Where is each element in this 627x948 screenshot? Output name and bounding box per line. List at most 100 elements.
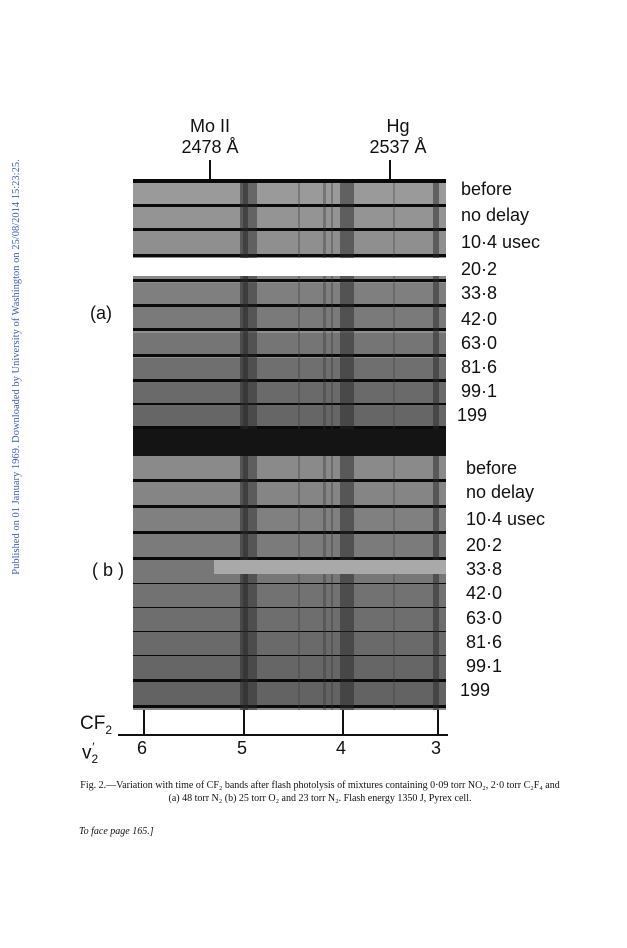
strip-divider	[133, 279, 446, 282]
v-text: v	[82, 742, 92, 764]
strip-divider	[133, 505, 446, 508]
mo-ii-element: Mo II	[189, 116, 230, 136]
spectrum-strip	[133, 508, 446, 531]
hg-element: Hg	[386, 116, 410, 136]
delay-label: 99·1	[466, 656, 503, 676]
mo-ii-marker-line	[209, 160, 211, 182]
delay-label: 63·0	[466, 608, 503, 628]
strip-divider	[133, 531, 446, 534]
spectrum-strip	[133, 632, 446, 655]
panel-a-label: (a)	[90, 303, 112, 323]
axis-tick	[143, 710, 145, 736]
spectrum-strip	[133, 382, 446, 403]
delay-label: 33·8	[461, 283, 498, 303]
strip-divider	[133, 254, 446, 257]
delay-label: 81·6	[466, 632, 503, 652]
spectral-line	[323, 183, 326, 429]
delay-label: before	[466, 458, 518, 478]
v2-axis-title: v2′	[82, 736, 100, 770]
spectral-line	[298, 456, 300, 710]
strip-divider	[133, 705, 446, 708]
spectral-line	[331, 456, 333, 710]
spectrum-strip	[133, 183, 446, 204]
delay-label: 99·1	[461, 381, 498, 401]
strip-divider	[133, 479, 446, 482]
strip-divider	[133, 679, 446, 682]
cf2-axis-title: CF2	[80, 713, 112, 741]
v-subscript: 2	[91, 752, 99, 767]
page-footer: To face page 165.]	[79, 826, 154, 837]
strip-divider	[133, 379, 446, 382]
strip-divider	[133, 557, 446, 560]
delay-label: no delay	[461, 205, 530, 225]
axis-tick	[437, 710, 439, 736]
overlay-bar	[214, 560, 446, 574]
delay-label: 20·2	[461, 259, 498, 279]
axis-tick	[342, 710, 344, 736]
delay-label: 63·0	[461, 333, 498, 353]
spectral-line	[243, 456, 257, 710]
spectrum-strip	[133, 656, 446, 679]
spectral-line	[433, 456, 439, 710]
figure-caption: Fig. 2.—Variation with time of CF₂ bands…	[80, 780, 560, 804]
axis-tick-label: 4	[336, 738, 347, 758]
delay-label: 33·8	[466, 559, 503, 579]
strip-divider	[133, 304, 446, 307]
delay-label: 199	[460, 680, 491, 700]
spectrum-strip	[133, 405, 446, 426]
spectrum-strip	[133, 283, 446, 304]
spectrum-strip	[133, 584, 446, 607]
spectral-line	[298, 183, 300, 429]
spectrum-strip	[133, 682, 446, 705]
delay-label: 10·4 usec	[466, 509, 546, 529]
strip-divider	[133, 204, 446, 207]
spectrum-strip	[133, 482, 446, 505]
spectrum-strip	[133, 608, 446, 631]
spectrogram-separator	[133, 429, 446, 456]
white-overlay-gap	[130, 258, 446, 276]
spectral-line	[393, 456, 395, 710]
spectrogram-panel-b	[133, 456, 446, 710]
axis-tick-label: 5	[237, 738, 248, 758]
delay-label: 81·6	[461, 357, 498, 377]
spectral-line	[331, 183, 333, 429]
cf2-subscript: 2	[105, 722, 113, 737]
mo-ii-header: Mo II 2478 Å	[170, 116, 250, 158]
axis-tick	[243, 710, 245, 736]
spectral-line	[340, 456, 354, 710]
spectrum-strip	[133, 207, 446, 228]
spectrogram-top-bar	[133, 179, 446, 183]
spectrum-strip	[133, 233, 446, 254]
axis-tick-label: 3	[431, 738, 442, 758]
v-prime: ′	[92, 740, 95, 754]
spectrum-strip	[133, 307, 446, 328]
spectrum-strip	[133, 456, 446, 479]
spectral-line	[393, 183, 395, 429]
mo-ii-wavelength: 2478 Å	[181, 137, 239, 157]
download-watermark: Published on 01 January 1969. Downloaded…	[11, 159, 22, 575]
hg-marker-line	[389, 160, 391, 182]
hg-wavelength: 2537 Å	[369, 137, 427, 157]
spectrum-strip	[133, 333, 446, 354]
axis-line	[118, 734, 448, 736]
spectrum-strip	[133, 358, 446, 379]
delay-label: no delay	[466, 482, 535, 502]
spectral-line	[323, 456, 326, 710]
spectral-line	[340, 183, 354, 429]
spectral-line	[243, 183, 257, 429]
cf2-text: CF	[80, 713, 106, 734]
spectrum-strip	[133, 534, 446, 557]
delay-label: before	[461, 179, 513, 199]
strip-divider	[133, 426, 446, 429]
delay-label: 199	[457, 405, 488, 425]
delay-label: 20·2	[466, 535, 503, 555]
axis-tick-label: 6	[137, 738, 148, 758]
spectral-line	[433, 183, 439, 429]
delay-label: 42·0	[461, 309, 498, 329]
hg-header: Hg 2537 Å	[358, 116, 438, 158]
strip-divider	[133, 328, 446, 331]
delay-label: 10·4 usec	[461, 232, 541, 252]
strip-divider	[133, 228, 446, 231]
strip-divider	[133, 354, 446, 357]
panel-b-label: ( b )	[92, 560, 125, 580]
